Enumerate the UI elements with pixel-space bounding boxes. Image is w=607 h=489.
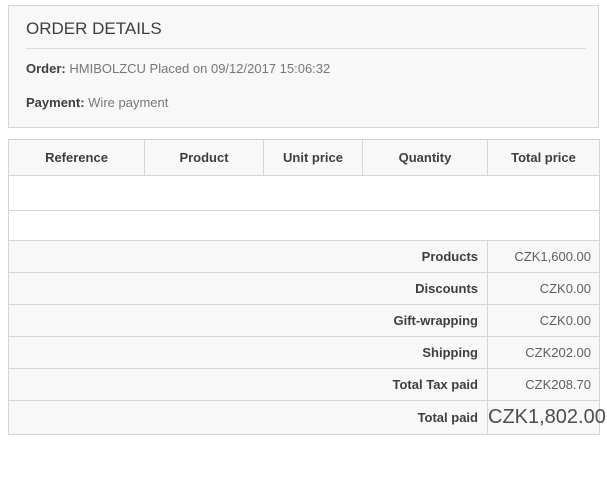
order-items-table: Reference Product Unit price Quantity To…: [8, 139, 606, 435]
payment-method-line: Payment: Wire payment: [26, 95, 586, 110]
summary-row-total-tax-paid: Total Tax paid CZK208.70: [8, 368, 600, 401]
total-paid-value: CZK1,802.00: [487, 400, 606, 435]
column-header-reference: Reference: [8, 139, 145, 176]
summary-value: CZK1,600.00: [487, 240, 600, 273]
column-header-unit-price: Unit price: [263, 139, 363, 176]
payment-method-value: Wire payment: [88, 95, 169, 110]
summary-value: CZK208.70: [487, 368, 600, 401]
order-reference-line: Order: HMIBOLZCU Placed on 09/12/2017 15…: [26, 61, 586, 76]
order-reference-value: HMIBOLZCU Placed on 09/12/2017 15:06:32: [69, 61, 331, 76]
summary-value: CZK0.00: [487, 304, 600, 337]
column-header-total-price: Total price: [487, 139, 600, 176]
summary-row-products: Products CZK1,600.00: [8, 240, 600, 273]
summary-row-gift-wrapping: Gift-wrapping CZK0.00: [8, 304, 600, 337]
order-details-panel: ORDER DETAILS Order: HMIBOLZCU Placed on…: [8, 5, 599, 128]
summary-row-shipping: Shipping CZK202.00: [8, 336, 600, 369]
summary-label: Gift-wrapping: [8, 304, 488, 337]
column-header-product: Product: [144, 139, 264, 176]
column-header-quantity: Quantity: [362, 139, 488, 176]
summary-row-total-paid: Total paid CZK1,802.00: [8, 400, 606, 435]
empty-row: [8, 175, 600, 211]
summary-label: Total paid: [8, 400, 488, 435]
table-header-row: Reference Product Unit price Quantity To…: [8, 139, 600, 176]
summary-label: Products: [8, 240, 488, 273]
empty-row: [8, 210, 600, 241]
summary-label: Total Tax paid: [8, 368, 488, 401]
title-divider: [26, 48, 586, 49]
summary-value: CZK202.00: [487, 336, 600, 369]
summary-label: Shipping: [8, 336, 488, 369]
summary-label: Discounts: [8, 272, 488, 305]
page-title: ORDER DETAILS: [26, 19, 162, 38]
summary-value: CZK0.00: [487, 272, 600, 305]
order-label: Order:: [26, 61, 66, 76]
payment-label: Payment:: [26, 95, 85, 110]
summary-row-discounts: Discounts CZK0.00: [8, 272, 600, 305]
